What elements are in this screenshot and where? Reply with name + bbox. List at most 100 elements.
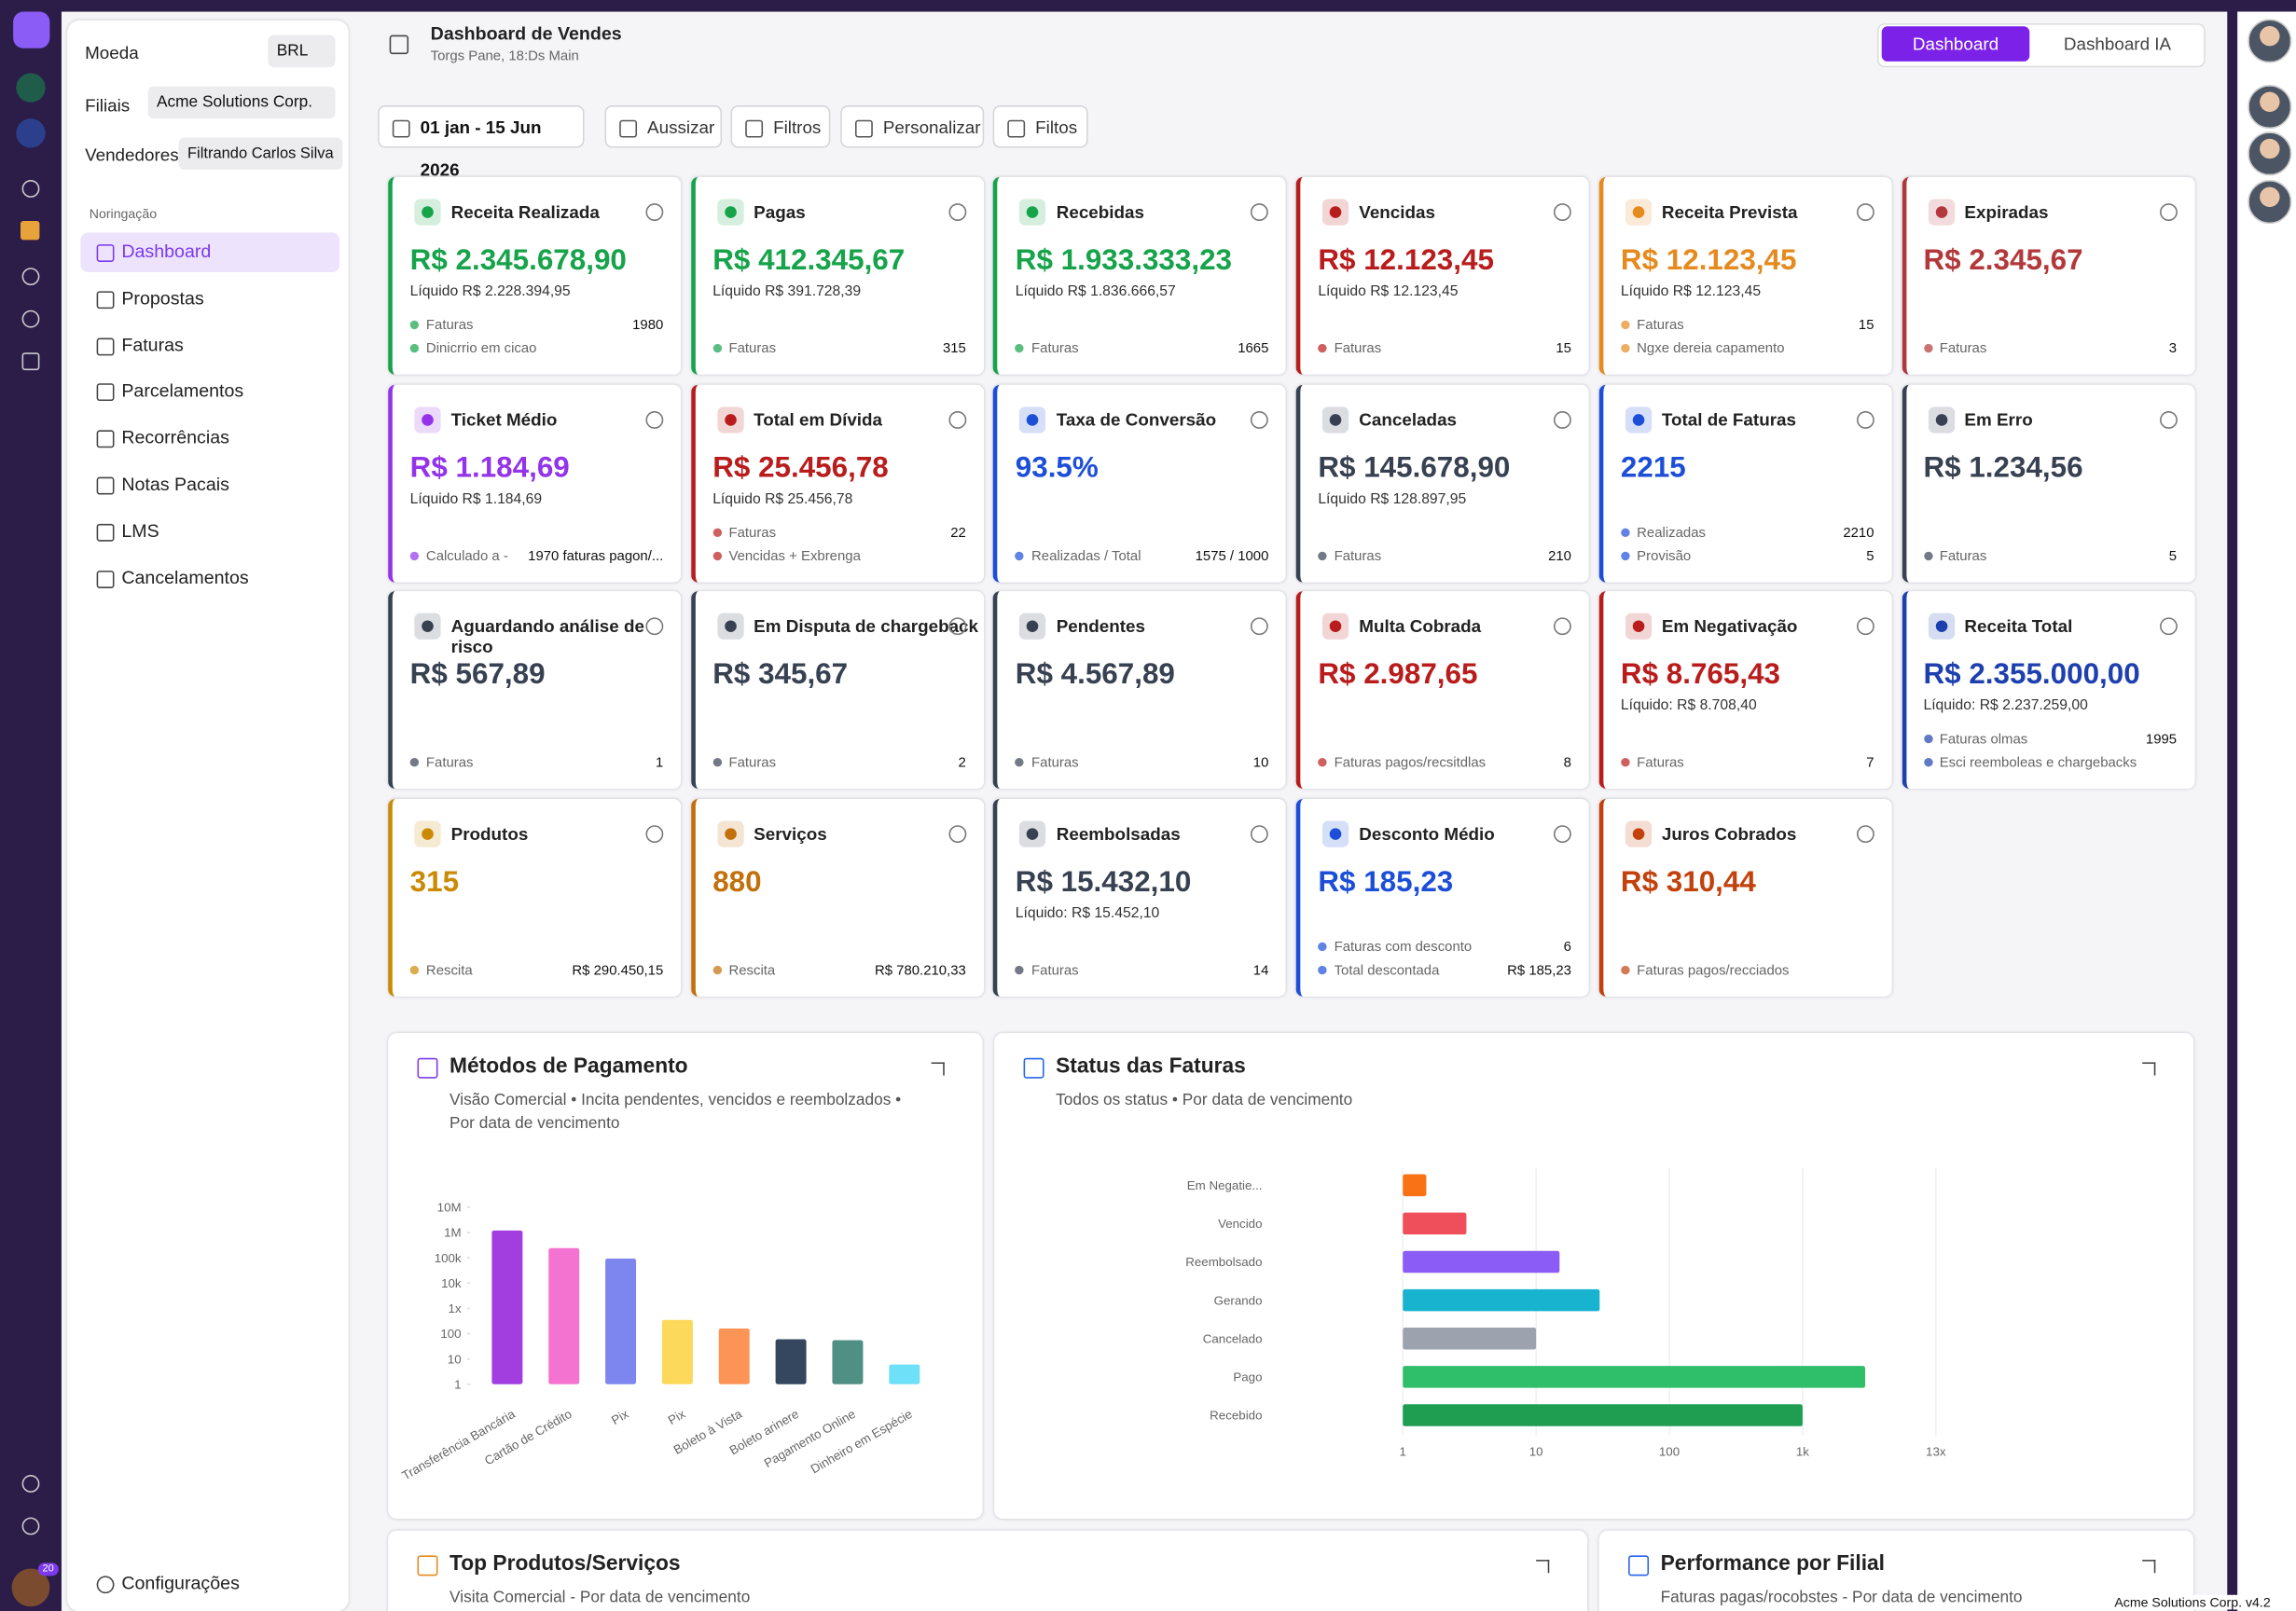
card-title: Expiradas [1964, 201, 2049, 223]
info-icon[interactable] [1554, 203, 1571, 221]
card-icon-dot [1632, 206, 1645, 218]
support-icon[interactable] [21, 1475, 40, 1493]
card-title: Receita Total [1964, 615, 2073, 637]
row-dot [1318, 941, 1327, 951]
nav-item[interactable]: Notas Pacais [80, 465, 339, 504]
info-icon[interactable] [645, 617, 664, 636]
icon [96, 1576, 115, 1594]
row-value: 15 [1556, 340, 1571, 357]
icon [96, 430, 115, 448]
info-icon[interactable] [645, 824, 664, 843]
card-title: Total em Dívida [754, 408, 883, 430]
card-subvalue: Líquido R$ 12.123,45 [1318, 283, 1459, 300]
info-icon[interactable] [1856, 824, 1874, 843]
info-icon[interactable] [645, 203, 664, 221]
filter-button[interactable]: Filtros [730, 105, 831, 148]
nav-item[interactable]: Dashboard [80, 232, 340, 272]
filter-button[interactable]: Aussizar [604, 105, 723, 148]
tab[interactable]: Dashboard IA [2063, 34, 2172, 55]
expand[interactable] [1536, 1560, 1550, 1574]
nav-label: Cancelamentos [121, 567, 249, 588]
bar [889, 1364, 920, 1384]
info-icon[interactable] [2159, 617, 2178, 636]
card-row: Calculado a - 1970 faturas pagon/... [409, 548, 663, 564]
nav-label: Recorrências [121, 427, 229, 448]
row-label: Faturas pagos/recciados [1637, 961, 1790, 979]
y-tick-label: 100 [440, 1327, 461, 1341]
nav-item[interactable]: Faturas [80, 325, 339, 365]
icon [96, 476, 115, 495]
kpi-card: Em Disputa de chargeback R$ 345,67 Faturas… [690, 591, 984, 789]
card-icon-dot [1935, 206, 1947, 218]
currency-select[interactable]: BRL [268, 34, 336, 68]
card-value: R$ 2.345.678,90 [409, 244, 627, 277]
nav-item[interactable]: Cancelamentos [80, 558, 339, 598]
seller-select[interactable]: Filtrando Carlos Silva [178, 137, 343, 171]
rail-icon[interactable] [21, 180, 40, 198]
expand[interactable] [931, 1062, 945, 1076]
nav-item[interactable]: Propostas [80, 279, 339, 318]
filter-button[interactable]: 01 jan - 15 Jun 2026 [378, 105, 585, 180]
kpi-card: Receita Total R$ 2.355.000,00 Líquido: R$ … [1901, 591, 2194, 789]
card-row: Faturas 15 [1318, 341, 1571, 357]
row-label: Faturas [728, 754, 777, 772]
logo[interactable] [13, 11, 50, 48]
row-label: Faturas pagos/recsitdlas [1334, 754, 1487, 772]
rail-icon[interactable] [21, 310, 40, 328]
card-row: Realizadas 2210 [1620, 525, 1874, 541]
info-icon[interactable] [1554, 824, 1571, 843]
row-label: Faturas [728, 524, 777, 541]
branch-select[interactable]: Acme Solutions Corp. [147, 86, 336, 119]
info-icon[interactable] [1251, 410, 1269, 429]
info-icon[interactable] [947, 617, 966, 636]
info-icon[interactable] [947, 824, 966, 843]
info-icon[interactable] [1856, 410, 1874, 429]
rail-icon[interactable] [16, 73, 46, 103]
card-title: Total de Faturas [1661, 408, 1796, 430]
tab-active[interactable]: Dashboard [1881, 26, 2030, 62]
info-icon[interactable] [1251, 203, 1269, 221]
info-icon[interactable] [2159, 203, 2178, 221]
info-icon[interactable] [947, 203, 966, 221]
row-value: 5 [1866, 547, 1874, 565]
info-icon[interactable] [1856, 617, 1874, 636]
row-value: R$ 290.450,15 [572, 961, 664, 979]
x-tick-label: 13x [1926, 1445, 1946, 1459]
bar [1403, 1366, 1866, 1388]
avatar[interactable] [2248, 180, 2292, 225]
row-label: Vencidas + Exbrenga [728, 547, 861, 565]
row-label: Esci reemboleas e chargebacks [1939, 754, 2137, 772]
nav-item[interactable]: Parcelamentos [80, 372, 339, 411]
rail-icon[interactable] [21, 352, 40, 371]
nav-item[interactable]: LMS [80, 512, 339, 551]
info-icon[interactable] [947, 410, 966, 429]
expand[interactable] [2142, 1062, 2156, 1076]
avatar[interactable] [2248, 19, 2292, 63]
filter-button[interactable]: Filtos [992, 105, 1088, 148]
info-icon[interactable] [1251, 824, 1269, 843]
nav-item[interactable]: Recorrências [80, 419, 339, 458]
rail-icon[interactable] [21, 268, 40, 286]
info-icon[interactable] [645, 410, 664, 429]
row-label: Total descontada [1334, 961, 1440, 979]
expand[interactable] [2142, 1560, 2156, 1574]
info-icon[interactable] [1554, 617, 1571, 636]
card-icon-dot [1935, 413, 1947, 425]
kpi-card: Vencidas R$ 12.123,45 Líquido R$ 12.123,45… [1295, 176, 1589, 375]
avatar[interactable] [2248, 85, 2292, 130]
avatar[interactable] [2248, 131, 2292, 176]
card-title: Receita Prevista [1661, 201, 1798, 223]
row-dot [409, 550, 420, 560]
card-icon-dot [1329, 620, 1342, 633]
info-icon[interactable] [2159, 410, 2178, 429]
rail-icon[interactable] [20, 220, 40, 241]
nav-item[interactable]: Configurações [80, 1564, 339, 1604]
card-value: R$ 567,89 [409, 658, 546, 691]
filter-button[interactable]: Personalizar [840, 105, 985, 148]
rail-icon[interactable] [16, 118, 46, 148]
settings-icon[interactable] [21, 1517, 40, 1535]
panel-title: Top Produtos/Serviços [450, 1552, 681, 1577]
info-icon[interactable] [1251, 617, 1269, 636]
info-icon[interactable] [1554, 410, 1571, 429]
info-icon[interactable] [1856, 203, 1874, 221]
